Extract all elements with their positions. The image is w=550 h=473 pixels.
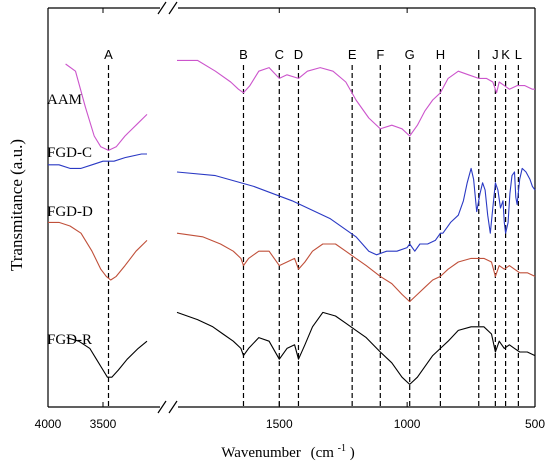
peak-label: C: [275, 47, 284, 62]
series-label: AAM: [47, 92, 82, 108]
series-label: FGD-C: [47, 145, 92, 161]
series-line: [176, 167, 536, 256]
series-lines: [48, 59, 536, 385]
peak-label: D: [294, 47, 303, 62]
series-line: [176, 232, 536, 303]
x-tick-label: 4000: [35, 417, 62, 431]
peak-label: F: [376, 47, 384, 62]
peak-label: J: [492, 47, 499, 62]
series-line: [66, 337, 148, 378]
series-line: [177, 59, 535, 137]
peak-label: I: [477, 47, 481, 62]
series-label: FGD-D: [47, 204, 93, 220]
peak-label: E: [348, 47, 357, 62]
series-line: [176, 311, 536, 385]
series-labels: AAM FGD-C FGD-D FGD-R: [47, 92, 93, 348]
peak-label: K: [501, 47, 510, 62]
x-axis-title: Wavenumber (cm -1 ): [221, 439, 355, 461]
series-label: FGD-R: [47, 332, 92, 348]
y-axis-title: Transmitance (a.u.): [7, 139, 26, 271]
x-ticks: 4000 3500 1500 1000 500: [35, 8, 545, 431]
x-axis-unit-prefix: (cm: [311, 445, 335, 461]
x-tick-label: 3500: [90, 417, 117, 431]
x-axis-unit-exp: -1: [338, 443, 346, 454]
peak-label: B: [239, 47, 248, 62]
x-tick-label: 1500: [266, 417, 293, 431]
series-line: [48, 153, 147, 169]
plot-frame: [47, 7, 536, 408]
peak-label: A: [104, 47, 113, 62]
peak-lines: [107, 65, 519, 407]
axis-break-bottom: [157, 400, 178, 414]
x-axis-title-main: Wavenumber: [221, 445, 301, 461]
x-tick-label: 500: [525, 417, 545, 431]
peak-label: L: [515, 47, 522, 62]
series-line: [65, 63, 148, 151]
series-line: [48, 221, 148, 281]
peak-label: G: [405, 47, 415, 62]
peak-label: H: [436, 47, 445, 62]
axis-break-top: [157, 1, 178, 15]
x-tick-label: 1000: [394, 417, 421, 431]
x-axis-unit-suffix: ): [350, 445, 355, 461]
